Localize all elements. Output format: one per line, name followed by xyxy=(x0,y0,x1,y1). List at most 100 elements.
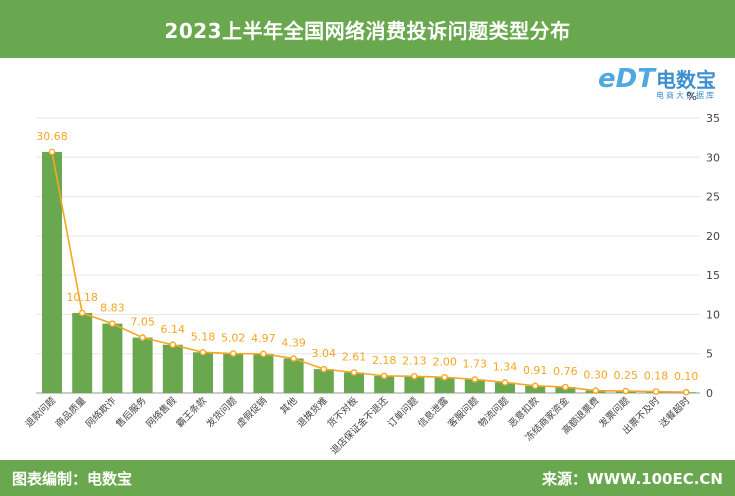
logo-name: 电数宝 xyxy=(656,68,716,92)
bar xyxy=(374,375,395,393)
footer-bar: 图表编制：电数宝 来源：WWW.100EC.CN xyxy=(0,460,735,496)
y-tick-label: 0 xyxy=(706,387,713,400)
line-point xyxy=(229,350,237,357)
data-label: 0.18 xyxy=(644,370,669,383)
x-tick-label: 信息泄露 xyxy=(415,394,451,430)
x-tick-label: 网络售假 xyxy=(144,394,180,430)
x-tick-label: 退换货难 xyxy=(295,394,331,430)
data-label: 8.83 xyxy=(100,302,125,315)
data-label: 2.00 xyxy=(432,355,457,368)
chart-title: 2023上半年全国网络消费投诉问题类型分布 xyxy=(164,18,571,43)
x-tick-label: 霸王条款 xyxy=(174,394,210,430)
x-tick-label: 送餐超时 xyxy=(657,394,693,430)
data-label: 5.18 xyxy=(191,330,216,343)
logo-mark: eDT xyxy=(598,64,655,94)
line-point xyxy=(199,348,207,356)
y-tick-label: 10 xyxy=(706,308,720,321)
bar xyxy=(283,358,304,393)
line-point xyxy=(531,382,539,390)
data-label: 0.10 xyxy=(674,370,699,383)
line-point xyxy=(592,387,599,394)
footer-source: 来源：WWW.100EC.CN xyxy=(542,470,723,488)
x-tick-label: 发货问题 xyxy=(204,394,240,430)
line-point xyxy=(78,309,86,317)
y-tick-label: 5 xyxy=(706,348,713,361)
bar xyxy=(404,376,425,393)
bar xyxy=(132,337,153,393)
bar xyxy=(525,385,546,393)
bar xyxy=(193,352,213,393)
bars xyxy=(42,151,697,393)
line-point xyxy=(471,376,479,383)
line-point xyxy=(411,372,418,380)
x-tick-label: 物流问题 xyxy=(476,394,512,430)
data-label: 3.04 xyxy=(312,347,337,360)
data-labels: 30.68 10.188.83 7.05 6.14 5.18 5.02 4.97 4.39 3.… xyxy=(36,130,698,383)
line-point xyxy=(169,341,177,349)
bar xyxy=(464,379,485,393)
data-label: 0.76 xyxy=(553,365,578,378)
x-tick-label: 客服问题 xyxy=(446,394,482,430)
data-label: 2.13 xyxy=(402,354,427,367)
bar xyxy=(162,344,183,393)
data-label: 2.18 xyxy=(372,354,397,367)
data-label: 2.61 xyxy=(342,350,367,363)
y-tick-label: 20 xyxy=(706,230,720,243)
line-point xyxy=(682,388,690,396)
line-point xyxy=(320,365,328,373)
bar xyxy=(253,353,274,393)
y-tick-label: 30 xyxy=(706,151,720,164)
y-axis-unit: % xyxy=(687,90,697,103)
bar xyxy=(344,372,364,393)
bar xyxy=(313,369,334,393)
bar xyxy=(72,313,93,393)
data-label: 30.68 xyxy=(36,130,68,143)
line-point xyxy=(652,388,660,395)
bar xyxy=(495,382,515,393)
line-point xyxy=(109,320,116,327)
logo-subtitle: 电商大数据库 xyxy=(656,91,716,100)
x-tick-label: 商品质量 xyxy=(53,394,89,430)
line-point xyxy=(48,148,56,156)
line-point xyxy=(139,334,146,341)
line-point xyxy=(622,387,630,395)
data-label: 10.18 xyxy=(66,291,98,304)
data-label: 7.05 xyxy=(130,316,155,329)
bar xyxy=(223,353,244,393)
line-point xyxy=(290,355,297,362)
title-bar: 2023上半年全国网络消费投诉问题类型分布 xyxy=(0,0,735,58)
line-point xyxy=(501,379,509,386)
bar xyxy=(434,377,455,393)
x-tick-label: 订单问题 xyxy=(385,394,421,430)
data-label: 6.14 xyxy=(161,323,186,336)
y-tick-label: 25 xyxy=(706,191,720,204)
line-point xyxy=(350,369,358,376)
trend-line-path xyxy=(51,151,687,394)
data-label: 0.91 xyxy=(523,364,548,377)
x-tick-label: 其他 xyxy=(278,394,300,416)
y-axis: 0 5 10 15 20 25 30 35 xyxy=(706,112,720,400)
line-point xyxy=(562,383,569,391)
y-tick-label: 15 xyxy=(706,269,720,282)
trend-line xyxy=(48,148,690,396)
line-point xyxy=(441,373,448,381)
footer-editor: 图表编制：电数宝 xyxy=(12,470,133,488)
data-label: 0.25 xyxy=(614,369,639,382)
data-label: 5.02 xyxy=(221,332,246,345)
data-label: 1.73 xyxy=(463,357,488,370)
data-label: 4.39 xyxy=(281,337,306,350)
x-tick-label: 售后服务 xyxy=(113,394,149,430)
line-point xyxy=(260,350,267,358)
line-point xyxy=(380,372,388,380)
data-label: 4.97 xyxy=(251,332,276,345)
data-label: 1.34 xyxy=(493,360,518,373)
bar xyxy=(102,323,123,393)
x-tick-label: 退款问题 xyxy=(23,394,59,430)
x-tick-label: 网络欺诈 xyxy=(83,394,119,430)
data-label: 0.30 xyxy=(583,369,608,382)
bar xyxy=(42,151,62,393)
brand-logo: eDT 电数宝 电商大数据库 xyxy=(598,62,728,104)
x-tick-label: 虚假促销 xyxy=(234,394,270,430)
